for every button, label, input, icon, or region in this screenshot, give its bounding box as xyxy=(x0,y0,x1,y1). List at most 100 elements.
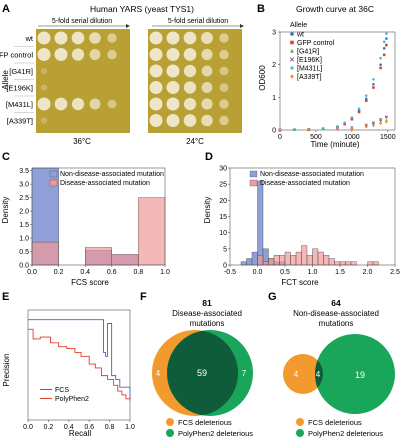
growth-point xyxy=(382,40,386,44)
yeast-spot xyxy=(219,115,229,126)
yeast-spot xyxy=(201,98,213,110)
growth-point xyxy=(336,125,339,129)
yeast-spot xyxy=(183,97,197,111)
c-legend-label: Disease-associated mutation xyxy=(60,180,150,187)
b-xtick-label: 0 xyxy=(278,134,282,141)
panel-e-xlabel: Recall xyxy=(69,429,91,438)
panel-e-axes: 0.0 0.2 0.4 0.6 0.8 1.0 xyxy=(23,309,135,431)
panel-g-title-line2: mutations xyxy=(319,319,354,328)
yeast-spot xyxy=(71,97,85,111)
c-xtick-label: 1.0 xyxy=(160,269,170,276)
d-bar xyxy=(246,258,253,266)
yeast-spot xyxy=(40,117,48,124)
d-bar xyxy=(273,255,280,266)
panel-a-temp-left: 36°C xyxy=(73,137,91,146)
yeast-spot xyxy=(107,49,117,60)
growth-point xyxy=(372,86,375,89)
d-legend-swatch xyxy=(249,179,258,187)
panel-c: C Density FCS score 0.0 0.2 0.4 0.6 0.8 1.00.… xyxy=(1,151,170,287)
b-legend-label: [A339T] xyxy=(297,74,322,81)
growth-point xyxy=(385,118,388,122)
b-legend-label: GFP control xyxy=(297,40,335,47)
b-xtick-label: 1000 xyxy=(344,134,360,141)
growth-point xyxy=(379,66,382,70)
panel-e-ylabel: Precision xyxy=(2,354,11,387)
growth-point xyxy=(385,43,388,47)
growth-point xyxy=(350,116,354,119)
panel-c-legend: Non-disease-associated mutation Disease-a… xyxy=(49,170,164,187)
c-ytick-label: 2.0 xyxy=(19,209,29,216)
yeast-spot xyxy=(54,97,68,111)
growth-point xyxy=(290,66,294,70)
growth-point xyxy=(385,37,388,40)
d-legend-swatch xyxy=(249,170,258,178)
panel-c-bars xyxy=(31,167,166,266)
yeast-spot xyxy=(166,97,180,111)
venn-f-both: 59 xyxy=(197,368,207,378)
pr-curve-polyphen2 xyxy=(28,328,131,401)
d-ytick-label: 15 xyxy=(219,214,227,221)
d-ytick-label: 30 xyxy=(219,166,227,173)
legend-g-fcs-dot xyxy=(296,418,304,426)
growth-point xyxy=(343,122,346,126)
d-xtick-label: 2.0 xyxy=(363,269,373,276)
panel-e-lines xyxy=(28,319,131,401)
growth-point xyxy=(290,74,294,79)
legend-g-fcs-label: FCS deleterious xyxy=(308,418,362,427)
growth-point xyxy=(343,121,346,125)
plate-36c xyxy=(36,29,130,133)
yeast-spot xyxy=(37,48,51,61)
growth-point xyxy=(372,78,375,81)
venn-g-only-fcs: 4 xyxy=(294,370,299,379)
d-ytick-label: 0 xyxy=(223,263,227,270)
venn-f-only-fcs: 4 xyxy=(156,369,161,378)
venn-g-polyphen-circle xyxy=(315,334,395,414)
yeast-spot xyxy=(54,48,68,61)
d-xtick-label: 1.0 xyxy=(308,269,318,276)
venn-g-only-polyphen: 19 xyxy=(355,370,365,380)
allele-row-label: [A339T] xyxy=(7,117,33,126)
d-bar xyxy=(251,251,258,266)
b-xtick-label: 1500 xyxy=(380,134,396,141)
venn-f-only-polyphen: 7 xyxy=(242,369,247,378)
yeast-spot xyxy=(166,81,180,94)
yeast-spot xyxy=(37,97,51,111)
panel-g-letter: G xyxy=(268,291,277,303)
legend-f-fcs-label: FCS deleterious xyxy=(178,418,232,427)
yeast-spot xyxy=(149,48,163,61)
b-ytick-label: 3 xyxy=(272,30,276,37)
b-ytick-label: 1 xyxy=(272,95,276,102)
b-xtick-label: 500 xyxy=(310,134,322,141)
b-legend-label: [E196K] xyxy=(297,57,322,64)
yeast-spot xyxy=(219,99,229,109)
c-bar xyxy=(31,241,59,266)
yeast-spot xyxy=(149,114,163,127)
d-bar xyxy=(240,261,247,266)
panel-a-ylabel: Allele xyxy=(1,70,10,90)
legend-g-polyphen-label: PolyPhen2 deleterious xyxy=(308,429,383,438)
panel-c-ylabel: Density xyxy=(1,197,10,224)
d-bar xyxy=(257,255,264,266)
d-bar xyxy=(323,255,330,266)
e-frame xyxy=(27,309,131,421)
growth-point xyxy=(372,82,375,86)
panel-a: A Human YARS (yeast TYS1) 5-fold serial … xyxy=(0,3,244,146)
dilution-arrowhead-left xyxy=(126,24,130,28)
c-ytick-label: 3.0 xyxy=(19,182,29,189)
d-legend-label: Non-disease-associated mutation xyxy=(260,171,364,178)
allele-row-label: [M431L] xyxy=(6,100,33,109)
growth-point xyxy=(290,32,294,36)
yeast-spot xyxy=(201,65,213,77)
panel-a-dilution-right: 5-fold serial dilution xyxy=(168,18,228,25)
growth-point xyxy=(307,127,311,132)
b-legend-label: wt xyxy=(296,32,304,39)
panel-c-xlabel: FCS score xyxy=(71,278,109,287)
allele-row-label: wt xyxy=(25,34,34,43)
allele-row-label: [E196K] xyxy=(6,84,33,93)
panel-d-letter: D xyxy=(205,151,213,163)
yeast-spot xyxy=(183,64,197,78)
dilution-arrowhead-right xyxy=(240,24,244,28)
yeast-spot xyxy=(37,31,51,45)
yeast-spot xyxy=(40,84,48,91)
yeast-spot xyxy=(201,48,213,61)
